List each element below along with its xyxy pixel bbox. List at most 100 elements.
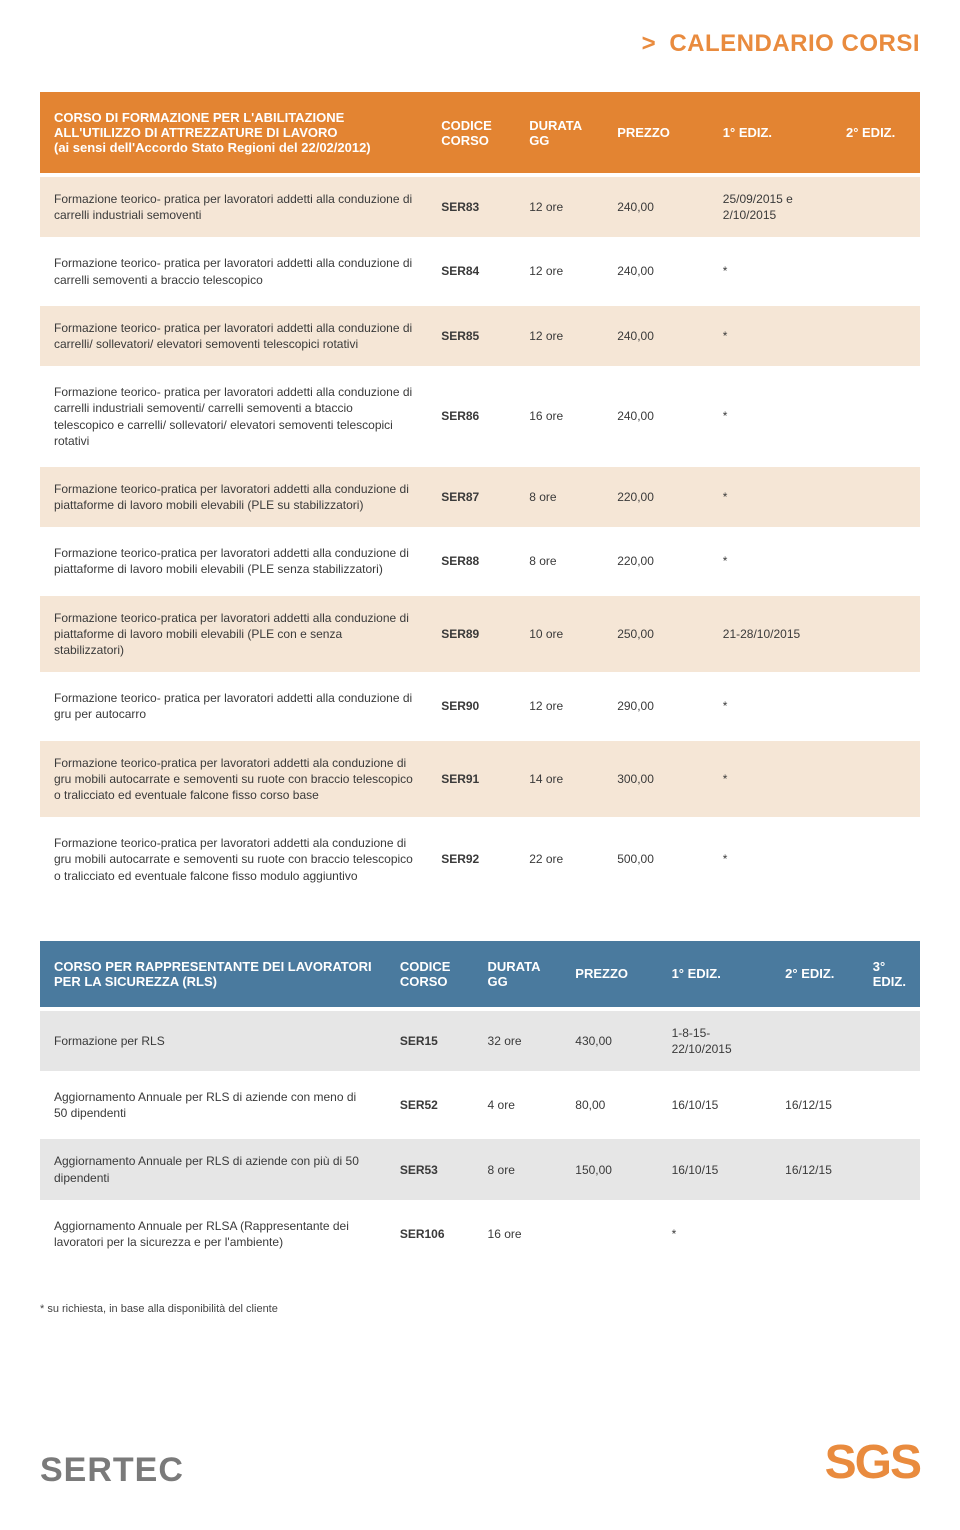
cell-code: SER92 — [427, 821, 515, 898]
cell-ed2 — [832, 370, 920, 463]
table-row: Formazione teorico- pratica per lavorato… — [40, 306, 920, 366]
cell-ed2 — [832, 241, 920, 301]
table-row: Formazione teorico- pratica per lavorato… — [40, 676, 920, 736]
cell-dur: 16 ore — [474, 1204, 562, 1264]
cell-dur: 22 ore — [515, 821, 603, 898]
cell-ed2: 16/12/15 — [771, 1139, 859, 1199]
course-table-attrezzature: CORSO DI FORMAZIONE PER L'ABILITAZIONE A… — [40, 88, 920, 902]
cell-prz: 300,00 — [603, 741, 709, 818]
cell-desc: Formazione teorico-pratica per lavorator… — [40, 596, 427, 673]
page: > CALENDARIO CORSI CORSO DI FORMAZIONE P… — [0, 0, 960, 1530]
cell-prz — [561, 1204, 657, 1264]
th-desc: CORSO PER RAPPRESENTANTE DEI LAVORATORI … — [40, 941, 386, 1007]
table-row: Aggiornamento Annuale per RLS di aziende… — [40, 1075, 920, 1135]
cell-dur: 12 ore — [515, 676, 603, 736]
cell-ed2 — [771, 1011, 859, 1071]
cell-desc: Aggiornamento Annuale per RLS di aziende… — [40, 1139, 386, 1199]
table-row: Formazione teorico-pratica per lavorator… — [40, 741, 920, 818]
cell-ed1: * — [709, 467, 832, 527]
cell-ed3 — [859, 1075, 920, 1135]
cell-code: SER53 — [386, 1139, 474, 1199]
table-row: Formazione teorico-pratica per lavorator… — [40, 467, 920, 527]
cell-dur: 8 ore — [515, 467, 603, 527]
table-row: Formazione teorico- pratica per lavorato… — [40, 370, 920, 463]
th-ed3: 3° EDIZ. — [859, 941, 920, 1007]
cell-ed2 — [832, 821, 920, 898]
cell-code: SER89 — [427, 596, 515, 673]
cell-code: SER85 — [427, 306, 515, 366]
cell-desc: Aggiornamento Annuale per RLS di aziende… — [40, 1075, 386, 1135]
cell-prz: 240,00 — [603, 370, 709, 463]
cell-desc: Formazione per RLS — [40, 1011, 386, 1071]
th-ed1: 1° EDIZ. — [709, 92, 832, 173]
cell-prz: 150,00 — [561, 1139, 657, 1199]
cell-prz: 500,00 — [603, 821, 709, 898]
cell-ed1: 25/09/2015 e 2/10/2015 — [709, 177, 832, 237]
cell-code: SER52 — [386, 1075, 474, 1135]
cell-desc: Formazione teorico-pratica per lavorator… — [40, 467, 427, 527]
cell-dur: 12 ore — [515, 177, 603, 237]
cell-ed1: * — [709, 531, 832, 591]
cell-ed2 — [832, 177, 920, 237]
cell-ed1: 1-8-15-22/10/2015 — [658, 1011, 772, 1071]
cell-prz: 80,00 — [561, 1075, 657, 1135]
cell-ed1: 16/10/15 — [658, 1139, 772, 1199]
footnote: * su richiesta, in base alla disponibili… — [40, 1303, 920, 1315]
cell-code: SER15 — [386, 1011, 474, 1071]
cell-dur: 32 ore — [474, 1011, 562, 1071]
cell-prz: 430,00 — [561, 1011, 657, 1071]
cell-code: SER87 — [427, 467, 515, 527]
th-ed2: 2° EDIZ. — [832, 92, 920, 173]
th-code: CODICE CORSO — [427, 92, 515, 173]
cell-desc: Formazione teorico- pratica per lavorato… — [40, 676, 427, 736]
chevron-icon: > — [642, 30, 657, 57]
cell-ed1: * — [709, 741, 832, 818]
th-code: CODICE CORSO — [386, 941, 474, 1007]
cell-ed3 — [859, 1139, 920, 1199]
cell-dur: 12 ore — [515, 306, 603, 366]
logo-sgs: SGS — [825, 1435, 920, 1490]
cell-code: SER88 — [427, 531, 515, 591]
table-row: Aggiornamento Annuale per RLSA (Rapprese… — [40, 1204, 920, 1264]
cell-ed1: * — [709, 821, 832, 898]
th-ed2: 2° EDIZ. — [771, 941, 859, 1007]
cell-desc: Formazione teorico- pratica per lavorato… — [40, 177, 427, 237]
cell-prz: 240,00 — [603, 306, 709, 366]
cell-code: SER90 — [427, 676, 515, 736]
cell-ed1: * — [709, 241, 832, 301]
cell-ed1: * — [658, 1204, 772, 1264]
cell-ed2 — [832, 741, 920, 818]
cell-prz: 220,00 — [603, 467, 709, 527]
table-row: Aggiornamento Annuale per RLS di aziende… — [40, 1139, 920, 1199]
cell-desc: Formazione teorico- pratica per lavorato… — [40, 241, 427, 301]
cell-prz: 240,00 — [603, 177, 709, 237]
cell-ed2 — [832, 531, 920, 591]
th-dur: DURATA GG — [515, 92, 603, 173]
table-row: Formazione teorico-pratica per lavorator… — [40, 531, 920, 591]
cell-ed2 — [832, 676, 920, 736]
course-table-rls: CORSO PER RAPPRESENTANTE DEI LAVORATORI … — [40, 937, 920, 1269]
table-row: Formazione per RLSSER1532 ore430,001-8-1… — [40, 1011, 920, 1071]
cell-code: SER84 — [427, 241, 515, 301]
cell-ed2 — [832, 306, 920, 366]
cell-ed2 — [832, 596, 920, 673]
cell-ed2: 16/12/15 — [771, 1075, 859, 1135]
page-title-text: CALENDARIO CORSI — [669, 30, 920, 57]
cell-prz: 290,00 — [603, 676, 709, 736]
cell-desc: Formazione teorico- pratica per lavorato… — [40, 370, 427, 463]
th-prz: PREZZO — [603, 92, 709, 173]
cell-desc: Formazione teorico-pratica per lavorator… — [40, 531, 427, 591]
cell-prz: 250,00 — [603, 596, 709, 673]
cell-ed3 — [859, 1204, 920, 1264]
table-row: Formazione teorico-pratica per lavorator… — [40, 821, 920, 898]
table-row: Formazione teorico-pratica per lavorator… — [40, 596, 920, 673]
table-header-row: CORSO DI FORMAZIONE PER L'ABILITAZIONE A… — [40, 92, 920, 173]
cell-prz: 220,00 — [603, 531, 709, 591]
cell-ed2 — [771, 1204, 859, 1264]
cell-ed2 — [832, 467, 920, 527]
cell-ed3 — [859, 1011, 920, 1071]
cell-ed1: * — [709, 370, 832, 463]
cell-ed1: 21-28/10/2015 — [709, 596, 832, 673]
cell-dur: 4 ore — [474, 1075, 562, 1135]
logo-sertec: SERTEC — [40, 1451, 184, 1490]
